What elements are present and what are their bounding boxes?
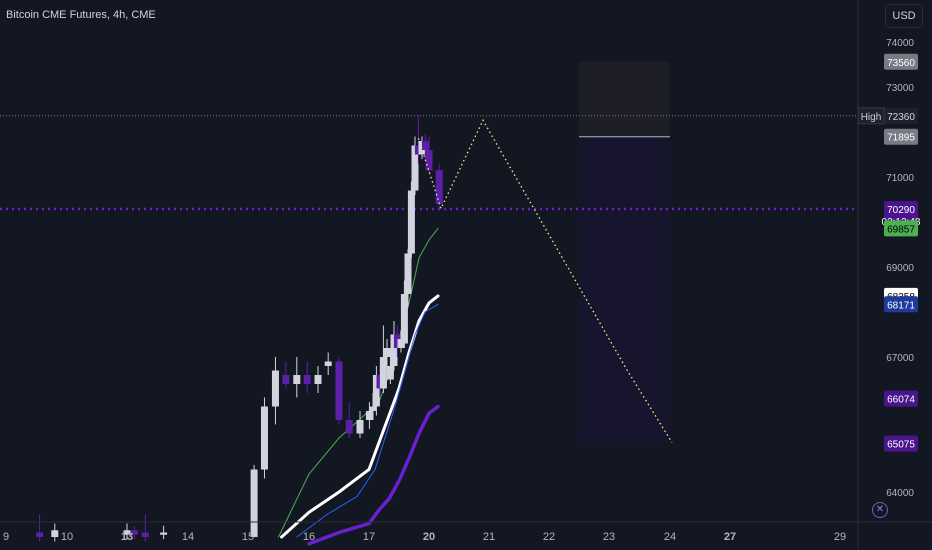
candle-body[interactable]	[365, 411, 373, 420]
time-tick-label: 29	[834, 531, 846, 543]
time-tick-label: 20	[423, 531, 435, 543]
price-label-tag[interactable]	[884, 220, 918, 237]
high-tag	[857, 107, 885, 125]
candle-body[interactable]	[160, 532, 168, 535]
price-label-tag[interactable]	[884, 53, 918, 70]
candle-body[interactable]	[141, 532, 149, 538]
time-tick-label: 13	[121, 531, 133, 543]
moving-average-white	[280, 294, 440, 539]
projection-path[interactable]	[417, 118, 673, 443]
candle-body[interactable]	[383, 348, 391, 357]
price-tick-label: 69000	[886, 263, 914, 274]
candle-body[interactable]	[130, 530, 138, 535]
candle-body[interactable]	[379, 357, 387, 389]
time-tick-label: 17	[363, 531, 375, 543]
time-tick-label: 22	[543, 531, 555, 543]
candle-body[interactable]	[36, 532, 44, 538]
target-zone-top[interactable]	[579, 61, 670, 137]
currency-button[interactable]: USD	[885, 4, 923, 28]
candle-body[interactable]	[293, 375, 301, 384]
price-label-tag[interactable]	[884, 128, 918, 145]
price-label-text: 68171	[887, 300, 915, 311]
time-tick-label: 24	[664, 531, 676, 543]
time-tick-label: 27	[724, 531, 736, 543]
price-tick-label: 71000	[886, 173, 914, 184]
time-tick-label: 14	[182, 531, 194, 543]
time-tick-label: 16	[303, 531, 315, 543]
candle-body[interactable]	[335, 361, 343, 421]
price-label-tag[interactable]	[884, 107, 918, 124]
candle-body[interactable]	[324, 361, 332, 367]
candle-body[interactable]	[404, 253, 412, 295]
candle-body[interactable]	[421, 141, 429, 150]
candle-body[interactable]	[390, 334, 398, 367]
target-zone-bottom[interactable]	[579, 136, 670, 444]
candle-body[interactable]	[356, 420, 364, 434]
candle-body[interactable]	[314, 375, 322, 384]
candle-body[interactable]	[393, 334, 401, 349]
candle-body[interactable]	[435, 170, 443, 204]
candle-body[interactable]	[260, 406, 268, 470]
price-tick-label: 67000	[886, 353, 914, 364]
candle-body[interactable]	[51, 530, 59, 537]
time-tick-label: 23	[603, 531, 615, 543]
price-tick-label: 74000	[886, 38, 914, 49]
high-tag-text: High	[861, 112, 882, 123]
price-label-text: 71895	[887, 133, 915, 144]
candle-body[interactable]	[250, 469, 258, 538]
price-label-text: 66074	[887, 395, 915, 406]
time-tick-label: 10	[61, 531, 73, 543]
candle-body[interactable]	[282, 375, 290, 384]
price-label-text: 72360	[887, 112, 915, 123]
time-tick-label: 15	[242, 531, 254, 543]
time-tick-label: 9	[3, 531, 9, 543]
price-label-text: 73560	[887, 58, 915, 69]
price-label-tag[interactable]	[884, 296, 918, 313]
time-tick-label: 21	[483, 531, 495, 543]
moving-average-purple	[307, 404, 440, 546]
candle-body[interactable]	[271, 370, 279, 407]
price-label-text: 65075	[887, 440, 915, 451]
candle-body[interactable]	[372, 375, 380, 407]
symbol-title[interactable]: Bitcoin CME Futures, 4h, CME	[6, 9, 156, 21]
candle-body[interactable]	[369, 406, 377, 412]
price-label-tag[interactable]	[884, 390, 918, 407]
moving-average-blue	[296, 303, 439, 538]
candle-body[interactable]	[303, 375, 311, 384]
candle-body[interactable]	[425, 150, 433, 171]
candle-body[interactable]	[411, 145, 419, 191]
candle-body[interactable]	[123, 530, 131, 535]
price-tick-label: 64000	[886, 488, 914, 499]
candle-body[interactable]	[345, 420, 353, 434]
candle-body[interactable]	[414, 145, 422, 155]
price-tick-label: 73000	[886, 83, 914, 94]
price-label-text: 69857	[887, 224, 915, 235]
close-circle-icon[interactable]: ✕	[872, 502, 888, 518]
candle-body[interactable]	[386, 366, 394, 380]
price-label-tag[interactable]	[884, 435, 918, 452]
candle-body[interactable]	[400, 294, 408, 344]
candle-body[interactable]	[407, 190, 415, 254]
price-label-text: 70290	[887, 205, 915, 216]
